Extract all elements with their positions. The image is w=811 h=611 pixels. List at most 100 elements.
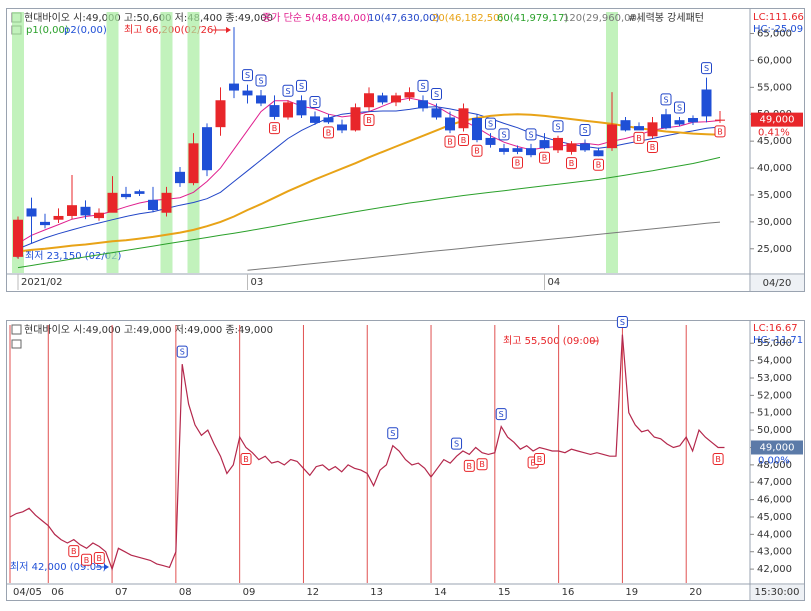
candle-body [458, 108, 469, 129]
legend-entry: 5(48,840,00) [305, 13, 370, 24]
panel-frame [6, 320, 805, 601]
candle-body [323, 117, 334, 123]
grid-icon[interactable] [11, 339, 22, 349]
signal-badge [93, 552, 105, 565]
signal-label: S [390, 429, 395, 438]
y-tick-label: 35,000 [757, 190, 792, 201]
signal-badge [495, 408, 507, 421]
candle-body [688, 118, 698, 123]
low-annotation: 최저 23,150 (02/02) [25, 250, 121, 262]
candle-body [431, 108, 442, 118]
signal-label: B [467, 462, 473, 471]
signal-label: B [717, 127, 723, 136]
p2-label: p2(0,00) [64, 25, 107, 36]
candle-body [107, 192, 118, 213]
signal-label: S [620, 318, 625, 327]
signal-badge [647, 140, 658, 153]
signal-badge [68, 545, 80, 558]
signal-badge [471, 144, 483, 157]
signal-label: S [454, 440, 459, 449]
candle-body [580, 143, 590, 151]
signal-label: B [479, 460, 485, 469]
signal-badge [552, 120, 564, 133]
high-annotation: 최고 55,500 (09:00) [503, 335, 599, 347]
signal-label: S [704, 64, 709, 73]
menu-icon[interactable] [11, 324, 22, 335]
signal-badge [323, 126, 334, 139]
y-tick-label: 43,000 [757, 547, 792, 558]
signal-label: S [285, 87, 290, 96]
signal-label: S [312, 98, 317, 107]
signal-badge [476, 458, 488, 471]
x-tick-label: 08 [179, 587, 192, 598]
signal-badge [451, 437, 463, 450]
highlight-band [106, 12, 119, 273]
price-tag-box [751, 112, 803, 127]
signal-badge [417, 79, 429, 92]
candle-body [215, 100, 226, 128]
candle-body [566, 143, 577, 152]
candle-body [53, 215, 64, 220]
candle-body [242, 90, 253, 96]
y-tick-label: 42,000 [757, 564, 792, 575]
signal-label: B [447, 138, 453, 147]
y-tick-label: 30,000 [757, 217, 792, 228]
y-tick-label: 44,000 [757, 529, 792, 540]
signal-badge [255, 74, 267, 87]
signal-badge [633, 131, 645, 144]
arrow-head [226, 27, 231, 33]
date-box [751, 275, 804, 291]
candle-body [512, 148, 523, 152]
signal-label: S [499, 410, 504, 419]
signal-badge [81, 553, 93, 566]
candle-body [715, 119, 725, 121]
candle-body [296, 100, 307, 116]
ma-line [17, 113, 721, 253]
candle-body [161, 192, 172, 213]
y-tick-label: 60,000 [757, 55, 792, 66]
signal-badge [525, 128, 537, 141]
signal-label: B [537, 455, 543, 464]
y-tick-label: 55,000 [757, 338, 792, 349]
signal-badge [444, 135, 456, 148]
candle-body [485, 137, 496, 145]
candle-body [256, 95, 266, 104]
candle-body [377, 95, 388, 103]
y-tick-label: 45,000 [757, 136, 792, 147]
signal-badge [714, 125, 726, 138]
legend-entry: 20(46,182,50) [432, 13, 504, 24]
highlight-band [12, 12, 24, 273]
y-tick-label: 55,000 [757, 82, 792, 93]
signal-badge [431, 87, 442, 100]
x-tick-label: 06 [51, 587, 64, 598]
x-tick-label: 09 [243, 587, 256, 598]
hc-label: HC:-25.09 [753, 24, 803, 35]
ma-line [247, 221, 721, 271]
candle-body [553, 137, 563, 151]
lc-label: LC:16.67 [753, 323, 798, 334]
candle-body [229, 83, 239, 91]
y-tick-label: 47,000 [757, 477, 792, 488]
panel-frame [6, 8, 805, 292]
signal-badge [240, 452, 252, 465]
x-tick-label: 13 [370, 587, 383, 598]
price-line [9, 334, 725, 571]
candle-body [175, 171, 185, 184]
signal-badge [387, 427, 399, 440]
signal-label: S [677, 103, 682, 112]
signal-badge [616, 316, 628, 329]
signal-label: B [243, 455, 249, 464]
candle-body [445, 117, 455, 131]
signal-badge [701, 62, 712, 75]
signal-badge [282, 84, 294, 97]
legend-entry: 120(29,960,00) [563, 13, 641, 24]
signal-label: B [366, 116, 372, 125]
signal-label: B [84, 556, 90, 565]
x-tick-label: 04 [548, 277, 561, 288]
y-tick-label: 51,000 [757, 408, 792, 419]
y-tick-label: 53,000 [757, 373, 792, 384]
x-tick-label: 19 [625, 587, 638, 598]
candle-body [674, 120, 685, 125]
